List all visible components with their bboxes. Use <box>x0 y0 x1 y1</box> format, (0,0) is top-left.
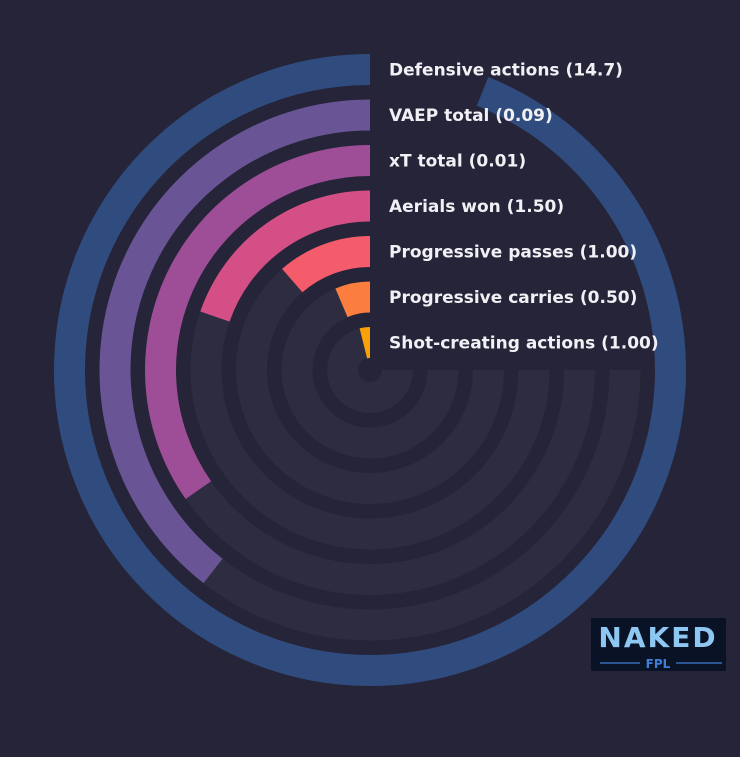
ring-bar <box>282 236 371 293</box>
ring-track <box>281 281 459 459</box>
ring-bar <box>200 190 371 322</box>
ring-bar <box>54 54 686 686</box>
ring-label: Progressive carries (0.50) <box>389 288 637 308</box>
ring-label: VAEP total (0.09) <box>389 106 553 126</box>
ring-bar <box>145 145 371 500</box>
ring-label: Defensive actions (14.7) <box>389 61 623 81</box>
chart-labels: Defensive actions (14.7) VAEP total (0.09… <box>389 61 659 354</box>
logo-wordmark: NAKED <box>598 621 717 654</box>
naked-fpl-logo: NAKED FPL <box>591 618 726 671</box>
ring-label: xT total (0.01) <box>389 152 526 172</box>
ring-label: Progressive passes (1.00) <box>389 243 637 263</box>
ring-label: Shot-creating actions (1.00) <box>389 334 659 354</box>
ring-bar <box>359 327 371 359</box>
ring-label: Aerials won (1.50) <box>389 197 564 217</box>
ring-track <box>327 327 413 413</box>
chart-bars <box>54 54 686 686</box>
logo-background <box>591 618 726 671</box>
ring-bar <box>99 99 371 584</box>
ring-track <box>236 236 504 504</box>
ring-bar <box>335 281 371 318</box>
logo-subtext: FPL <box>646 657 671 671</box>
